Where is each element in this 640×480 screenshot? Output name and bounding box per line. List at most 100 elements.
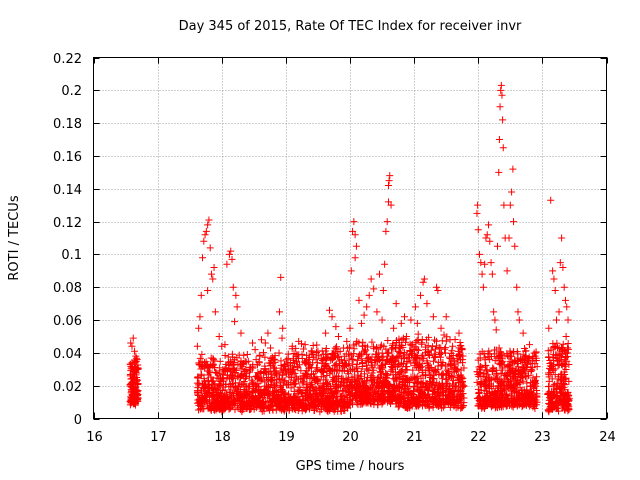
data-point — [225, 375, 233, 383]
data-point — [527, 368, 535, 376]
data-point — [330, 349, 338, 357]
data-point — [560, 381, 568, 389]
data-point — [284, 380, 292, 388]
data-point — [425, 384, 433, 392]
data-point — [418, 335, 426, 343]
data-point — [277, 383, 285, 391]
data-point — [473, 378, 481, 386]
data-point — [234, 360, 242, 368]
data-point — [199, 254, 207, 262]
data-point — [263, 384, 271, 392]
data-point — [419, 351, 427, 359]
data-point — [392, 374, 400, 382]
data-point — [516, 378, 524, 386]
data-point — [363, 303, 371, 311]
data-point — [508, 352, 516, 360]
data-point — [224, 401, 232, 409]
data-point — [452, 404, 460, 412]
data-point — [474, 371, 482, 379]
data-point — [456, 387, 464, 395]
data-point — [332, 345, 340, 353]
data-point — [510, 385, 518, 393]
data-point — [385, 390, 393, 398]
data-point — [256, 351, 264, 359]
data-point — [294, 404, 302, 412]
data-point — [347, 267, 355, 275]
data-point — [325, 306, 333, 314]
data-point — [253, 395, 261, 403]
data-point — [233, 303, 241, 311]
data-point — [260, 370, 268, 378]
data-point — [556, 351, 564, 359]
data-point — [218, 342, 226, 350]
data-point — [271, 372, 279, 380]
data-point — [489, 368, 497, 376]
data-point — [129, 334, 137, 342]
data-point — [378, 361, 386, 369]
data-point — [409, 349, 417, 357]
data-point — [392, 300, 400, 308]
data-point — [335, 373, 343, 381]
data-point — [231, 318, 239, 326]
data-point — [506, 201, 514, 209]
data-point — [246, 368, 254, 376]
data-point — [312, 364, 320, 372]
data-point — [249, 339, 257, 347]
data-point — [450, 398, 458, 406]
data-point — [491, 357, 499, 365]
data-point — [306, 354, 314, 362]
data-point — [265, 359, 273, 367]
data-point — [390, 324, 398, 332]
data-point — [401, 375, 409, 383]
data-point — [412, 338, 420, 346]
data-point — [370, 388, 378, 396]
data-point — [460, 364, 468, 372]
data-point — [195, 360, 203, 368]
data-point — [288, 342, 296, 350]
data-point — [368, 359, 376, 367]
data-point — [218, 374, 226, 382]
data-point — [317, 373, 325, 381]
data-point — [429, 403, 437, 411]
data-point — [231, 356, 239, 364]
data-point — [333, 398, 341, 406]
data-point — [235, 351, 243, 359]
data-point — [353, 365, 361, 373]
data-point — [546, 362, 554, 370]
data-point — [504, 363, 512, 371]
data-point — [332, 380, 340, 388]
data-point — [215, 332, 223, 340]
data-point — [208, 384, 216, 392]
data-point — [477, 259, 485, 267]
data-point — [207, 354, 215, 362]
data-point — [514, 350, 522, 358]
data-point — [351, 254, 359, 262]
data-point — [267, 402, 275, 410]
data-point — [476, 362, 484, 370]
data-point — [429, 367, 437, 375]
data-point — [519, 329, 527, 337]
data-point — [256, 390, 264, 398]
y-axis-label: ROTI / TECUs — [7, 195, 22, 280]
data-point — [508, 188, 516, 196]
data-point — [555, 396, 563, 404]
data-points — [126, 81, 573, 416]
data-point — [267, 355, 275, 363]
data-point — [368, 363, 376, 371]
data-point — [229, 383, 237, 391]
data-point — [309, 341, 317, 349]
data-point — [564, 316, 572, 324]
data-point — [378, 391, 386, 399]
data-point — [322, 329, 330, 337]
data-point — [437, 324, 445, 332]
data-point — [491, 316, 499, 324]
data-point — [194, 374, 202, 382]
data-point — [560, 283, 568, 291]
data-point — [291, 392, 299, 400]
data-point — [216, 357, 224, 365]
data-point — [446, 355, 454, 363]
data-point — [562, 374, 570, 382]
data-point — [559, 373, 567, 381]
data-point — [284, 404, 292, 412]
data-point — [420, 275, 428, 283]
